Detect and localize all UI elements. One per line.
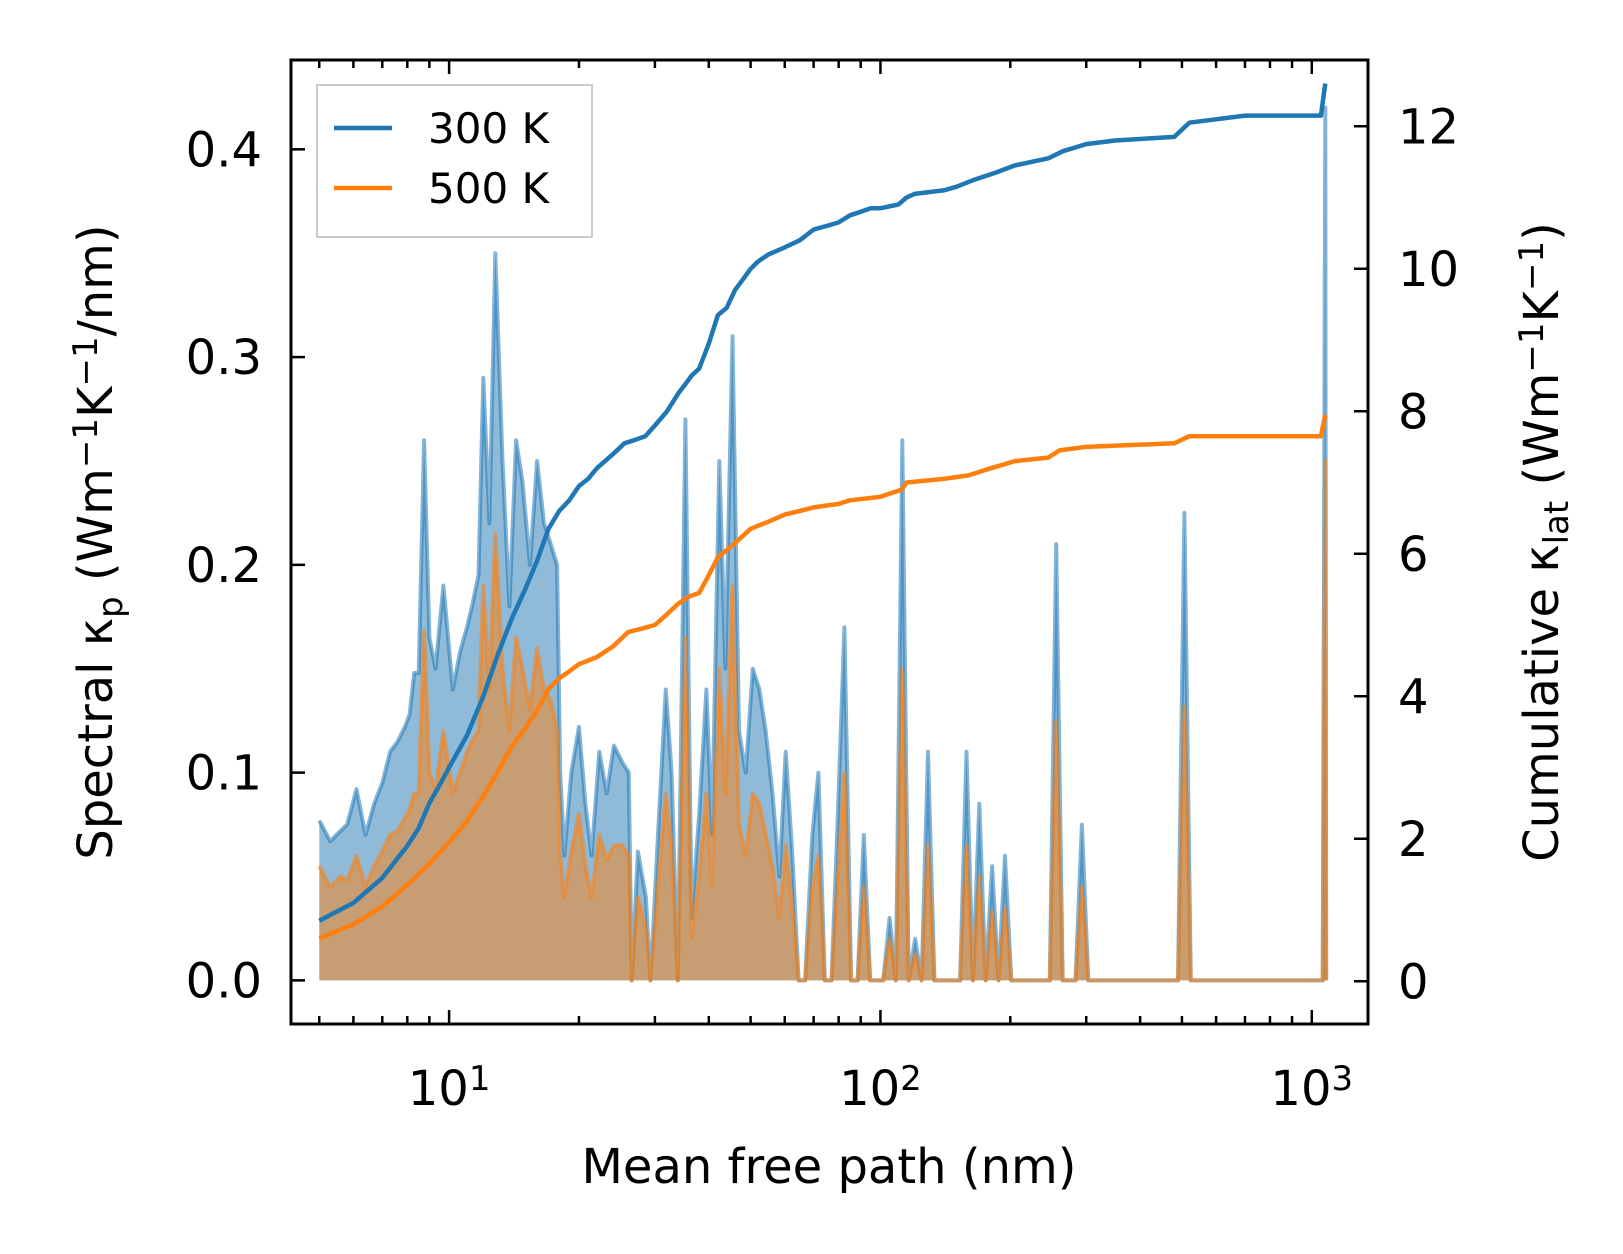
y-tick-label-right: 6 [1398,527,1429,583]
x-axis-label: Mean free path (nm) [582,1139,1077,1195]
spectral-area-500k [319,461,1327,981]
ylabel-right-unit-pre: (Wm [1514,373,1570,501]
plot-frame [289,58,1370,1026]
y-tick-label-right: 0 [1398,954,1429,1010]
ylabel-left-unit-post: /nm) [68,224,124,336]
ylabel-right-sup1: −1 [1512,322,1552,372]
y-tick-label-left: 0.2 [186,538,262,594]
y-tick-label-right: 4 [1398,669,1429,725]
x-tick-label: 102 [839,1059,922,1117]
legend-label-500k: 500 K [428,164,551,213]
y-axis-label-left: Spectral κp (Wm−1K−1/nm) [66,224,131,859]
ylabel-left-main: Spectral κ [68,618,124,860]
ylabel-left-unit-mid: K [68,385,124,418]
ylabel-left-sub: p [91,596,131,618]
y-tick-label-left: 0.3 [186,330,262,386]
ylabel-right-unit-post: ) [1514,222,1570,241]
svg-text:Cumulative κlat (Wm−1K−1): Cumulative κlat (Wm−1K−1) [1512,222,1577,862]
spectral-fills [317,105,1329,983]
ylabel-left-unit-pre: (Wm [68,468,124,596]
ylabel-left-sup2: −1 [66,336,106,386]
y-tick-label-left: 0.4 [186,122,262,178]
ylabel-left-sup1: −1 [66,418,106,468]
y-tick-label-left: 0.0 [186,953,262,1009]
cumulative-lines [318,83,1328,941]
y-tick-label-right: 8 [1398,384,1429,440]
legend-label-300k: 300 K [428,104,551,153]
ylabel-right-main: Cumulative κ [1514,544,1570,862]
ylabel-right-sup2: −1 [1512,241,1552,291]
cumulative-line-300k [318,83,1328,923]
legend-box [316,84,593,238]
ylabel-right-sub: lat [1537,501,1577,545]
legend: 300 K 500 K [316,84,593,238]
y-tick-label-right: 10 [1398,242,1459,298]
axis-ticks: 101 102 103 0.0 0.1 0.2 0.3 0.4 0 2 4 6 8 10 12 [186,60,1459,1117]
y-tick-label-right: 12 [1398,99,1459,155]
y-tick-label-right: 2 [1398,812,1429,868]
ylabel-right-unit-mid: K [1514,289,1570,322]
y-tick-label-left: 0.1 [186,746,262,802]
y-axis-label-right: Cumulative κlat (Wm−1K−1) [1512,222,1577,862]
x-tick-label: 103 [1270,1059,1353,1117]
x-tick-label: 101 [408,1059,491,1117]
svg-text:Spectral κp (Wm−1K−1/nm): Spectral κp (Wm−1K−1/nm) [66,224,131,859]
cumulative-line-500k [318,414,1328,941]
